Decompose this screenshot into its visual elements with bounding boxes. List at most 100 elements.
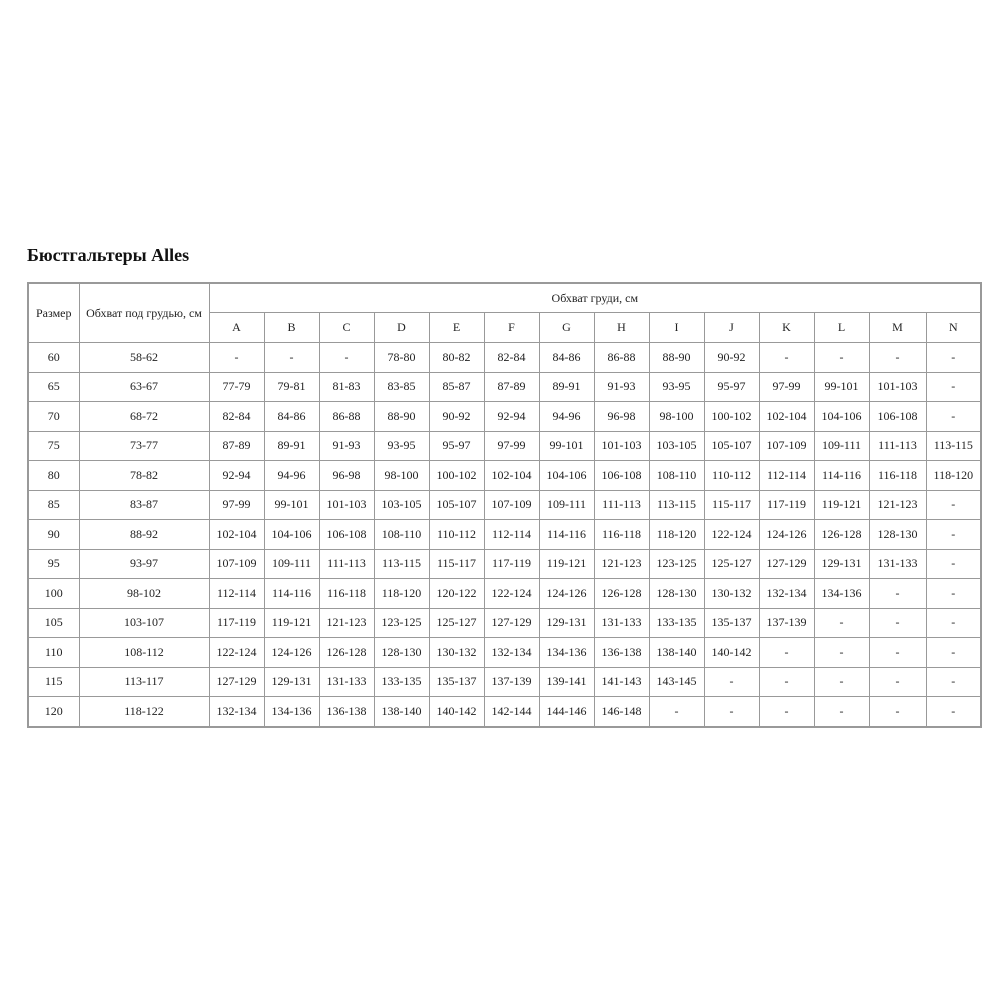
bust-cell: 131-133: [868, 548, 927, 579]
bust-cell: -: [318, 342, 375, 373]
bust-cell: -: [925, 666, 982, 697]
header-size: Размер: [27, 282, 80, 343]
bust-cell: 138-140: [373, 696, 430, 727]
bust-cell: 115-117: [428, 548, 485, 579]
bust-cell: -: [703, 696, 760, 727]
header-underbust: Обхват под грудью, см: [78, 282, 210, 343]
bust-cell: 89-91: [538, 371, 595, 402]
bust-cell: 87-89: [208, 430, 265, 461]
size-cell: 95: [27, 548, 80, 579]
underbust-cell: 68-72: [78, 401, 210, 432]
bust-cell: -: [813, 607, 870, 638]
bust-cell: 98-100: [648, 401, 705, 432]
bust-cell: 90-92: [703, 342, 760, 373]
bust-cell: 137-139: [758, 607, 815, 638]
size-cell: 80: [27, 460, 80, 491]
underbust-cell: 103-107: [78, 607, 210, 638]
table-row: 105 103-107 117-119 119-121 121-123 123-125 12…: [27, 607, 982, 638]
bust-cell: 80-82: [428, 342, 485, 373]
bust-cell: 132-134: [758, 578, 815, 609]
cup-header: J: [703, 312, 760, 343]
bust-cell: -: [758, 342, 815, 373]
bust-cell: -: [813, 666, 870, 697]
bust-cell: -: [263, 342, 320, 373]
bust-cell: 125-127: [428, 607, 485, 638]
underbust-cell: 113-117: [78, 666, 210, 697]
bust-cell: 109-111: [813, 430, 870, 461]
bust-cell: 122-124: [208, 637, 265, 668]
cup-header: N: [925, 312, 982, 343]
bust-cell: 127-129: [483, 607, 540, 638]
table-row: 100 98-102 112-114 114-116 116-118 118-120 120…: [27, 578, 982, 609]
cup-header: G: [538, 312, 595, 343]
bust-cell: -: [813, 696, 870, 727]
bust-cell: 126-128: [318, 637, 375, 668]
bust-cell: 132-134: [483, 637, 540, 668]
bust-cell: -: [868, 696, 927, 727]
bust-cell: 119-121: [263, 607, 320, 638]
bust-cell: 118-120: [925, 460, 982, 491]
bust-cell: 137-139: [483, 666, 540, 697]
bust-cell: 113-115: [925, 430, 982, 461]
bust-cell: 143-145: [648, 666, 705, 697]
bust-cell: -: [868, 666, 927, 697]
bust-cell: 97-99: [758, 371, 815, 402]
page-title: Бюстгальтеры Alles: [27, 245, 190, 265]
bust-cell: 134-136: [813, 578, 870, 609]
bust-cell: 82-84: [483, 342, 540, 373]
table-row: 80 78-82 92-94 94-96 96-98 98-100 100-102 102-1…: [27, 460, 982, 491]
bust-cell: -: [813, 342, 870, 373]
bust-cell: 92-94: [483, 401, 540, 432]
bust-cell: 97-99: [208, 489, 265, 520]
table-row: 85 83-87 97-99 99-101 101-103 103-105 105-107 1…: [27, 489, 982, 520]
bust-cell: 119-121: [538, 548, 595, 579]
size-cell: 110: [27, 637, 80, 668]
bust-cell: 110-112: [428, 519, 485, 550]
bust-cell: 101-103: [318, 489, 375, 520]
underbust-cell: 88-92: [78, 519, 210, 550]
cup-header: F: [483, 312, 540, 343]
bust-cell: 88-90: [648, 342, 705, 373]
bust-cell: 124-126: [263, 637, 320, 668]
bust-cell: 104-106: [813, 401, 870, 432]
bust-cell: 114-116: [538, 519, 595, 550]
bust-cell: 117-119: [208, 607, 265, 638]
bust-cell: 110-112: [703, 460, 760, 491]
bust-cell: 86-88: [318, 401, 375, 432]
bust-cell: 125-127: [703, 548, 760, 579]
bust-cell: -: [758, 696, 815, 727]
size-cell: 60: [27, 342, 80, 373]
bust-cell: 131-133: [318, 666, 375, 697]
bust-cell: 102-104: [758, 401, 815, 432]
bust-cell: 93-95: [648, 371, 705, 402]
bust-cell: 124-126: [758, 519, 815, 550]
bust-cell: 134-136: [538, 637, 595, 668]
bust-cell: 133-135: [373, 666, 430, 697]
header-row: Размер Обхват под грудью, см Обхват груд…: [27, 282, 982, 343]
underbust-cell: 58-62: [78, 342, 210, 373]
bust-cell: 128-130: [868, 519, 927, 550]
bust-cell: 94-96: [263, 460, 320, 491]
bust-cell: 101-103: [593, 430, 650, 461]
bust-cell: 103-105: [373, 489, 430, 520]
bust-cell: -: [208, 342, 265, 373]
bust-cell: 104-106: [538, 460, 595, 491]
cup-header: L: [813, 312, 870, 343]
bust-cell: -: [925, 637, 982, 668]
bust-cell: 135-137: [703, 607, 760, 638]
table-row: 115 113-117 127-129 129-131 131-133 133-135 13…: [27, 666, 982, 697]
table-row: 110 108-112 122-124 124-126 126-128 128-130 13…: [27, 637, 982, 668]
bust-cell: 92-94: [208, 460, 265, 491]
size-cell: 115: [27, 666, 80, 697]
bust-cell: 99-101: [538, 430, 595, 461]
cup-header: H: [593, 312, 650, 343]
table-row: 75 73-77 87-89 89-91 91-93 93-95 95-97 97-99 99-…: [27, 430, 982, 461]
bust-cell: 140-142: [428, 696, 485, 727]
bust-cell: -: [758, 666, 815, 697]
bust-cell: 135-137: [428, 666, 485, 697]
bust-cell: 82-84: [208, 401, 265, 432]
bust-cell: 106-108: [868, 401, 927, 432]
bust-cell: 107-109: [483, 489, 540, 520]
bust-cell: 108-110: [648, 460, 705, 491]
